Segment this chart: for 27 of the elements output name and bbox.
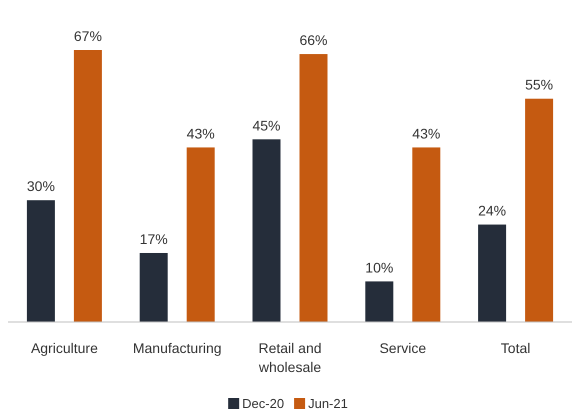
bar <box>26 200 55 322</box>
bar <box>74 50 102 322</box>
legend-label: Dec-20 <box>242 396 284 411</box>
data-label: 43% <box>186 125 215 142</box>
data-label: 17% <box>140 230 168 247</box>
x-tick-label: Manufacturing <box>132 340 222 356</box>
data-label: 43% <box>412 125 440 142</box>
x-tick-label: Total <box>500 340 530 356</box>
legend-label: Jun-21 <box>308 396 348 411</box>
x-tick-label: Agriculture <box>30 340 98 356</box>
data-label: 30% <box>26 178 55 194</box>
data-label: 24% <box>478 202 506 219</box>
bar <box>186 147 215 322</box>
data-label: 66% <box>299 32 328 48</box>
x-tick-label: Service <box>379 340 426 356</box>
bar <box>412 147 440 322</box>
bar <box>478 224 506 322</box>
data-label: 55% <box>525 76 554 93</box>
bar <box>140 252 168 322</box>
data-label: 45% <box>252 117 281 134</box>
data-label: 67% <box>74 28 102 44</box>
bar <box>300 54 328 322</box>
bar <box>525 98 554 322</box>
data-label: 10% <box>365 259 394 276</box>
bar <box>365 281 394 322</box>
x-tick-label: Retail and wholesale <box>258 340 322 375</box>
bar <box>252 139 280 322</box>
